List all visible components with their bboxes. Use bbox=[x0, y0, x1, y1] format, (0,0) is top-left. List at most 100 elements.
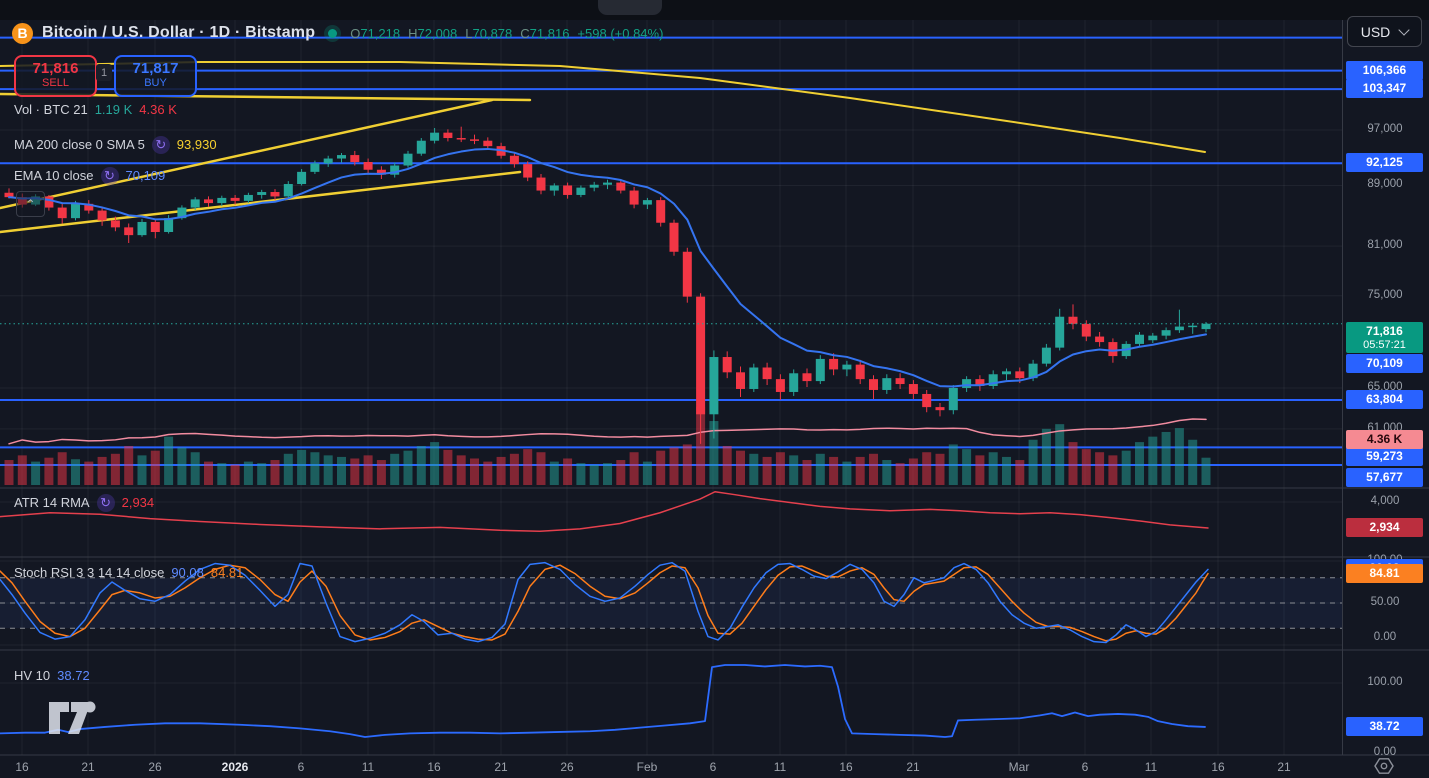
time-axis-label[interactable]: 16 bbox=[839, 760, 853, 774]
refresh-icon[interactable]: ↻ bbox=[100, 166, 119, 185]
stoch-k-line bbox=[0, 561, 1209, 644]
volume-bar bbox=[71, 459, 80, 485]
time-axis-label[interactable]: 21 bbox=[1277, 760, 1291, 774]
volume-bar bbox=[563, 458, 573, 485]
candle-body bbox=[243, 194, 253, 201]
sell-label: SELL bbox=[42, 77, 69, 89]
buy-button[interactable]: 71,817 BUY bbox=[114, 55, 197, 97]
time-axis-label[interactable]: Feb bbox=[636, 760, 658, 774]
candle-body bbox=[416, 140, 426, 154]
open-label: O bbox=[350, 25, 361, 41]
candle-body bbox=[1201, 323, 1211, 330]
time-axis-label[interactable]: 21 bbox=[906, 760, 920, 774]
volume-bar bbox=[44, 457, 54, 485]
collapse-legend-button[interactable]: ⌃ bbox=[16, 191, 45, 217]
time-axis-settings-gear-icon[interactable] bbox=[1373, 757, 1395, 775]
symbol-title[interactable]: Bitcoin / U.S. Dollar · 1D · Bitstamp bbox=[42, 24, 316, 41]
time-axis-label[interactable]: 26 bbox=[148, 760, 162, 774]
ma200-legend[interactable]: MA 200 close 0 SMA 5 ↻ 93,930 bbox=[14, 135, 217, 154]
time-axis-label[interactable]: 16 bbox=[15, 760, 29, 774]
volume-bar bbox=[416, 446, 426, 485]
volume-bar bbox=[496, 456, 506, 485]
volume-bar bbox=[270, 460, 280, 485]
volume-bar bbox=[456, 455, 466, 485]
candle-body bbox=[483, 140, 493, 147]
currency-selector-button[interactable]: USD bbox=[1347, 16, 1422, 47]
time-axis-label[interactable]: 26 bbox=[560, 760, 574, 774]
candle-body bbox=[616, 182, 626, 191]
volume-bar bbox=[443, 449, 453, 485]
ema-legend[interactable]: EMA 10 close ↻ 70,109 bbox=[14, 166, 165, 185]
time-axis-label[interactable]: 21 bbox=[494, 760, 508, 774]
refresh-icon[interactable]: ↻ bbox=[151, 135, 170, 154]
candle-body bbox=[1095, 336, 1105, 343]
tradingview-logo-icon bbox=[49, 701, 96, 734]
ma200-legend-title: MA 200 close 0 SMA 5 bbox=[14, 137, 145, 152]
candle-body bbox=[829, 358, 839, 370]
time-axis-label[interactable]: 6 bbox=[1081, 760, 1089, 774]
price-level-chip: 103,347 bbox=[1346, 79, 1423, 99]
volume-bar bbox=[523, 449, 533, 485]
time-axis-label[interactable]: 6 bbox=[709, 760, 717, 774]
top-strip bbox=[0, 0, 1429, 20]
atr-value-chip: 2,934 bbox=[1346, 518, 1423, 537]
atr-axis-label: 4,000 bbox=[1370, 495, 1400, 507]
volume-bar bbox=[1148, 436, 1158, 485]
candle-body bbox=[177, 207, 187, 219]
time-axis-label[interactable]: 16 bbox=[1211, 760, 1225, 774]
last-price-value: 71,816 bbox=[1366, 323, 1403, 338]
candle-body bbox=[736, 372, 745, 389]
candle-body bbox=[297, 171, 307, 185]
candle-body bbox=[164, 218, 174, 233]
volume-bar bbox=[802, 460, 812, 485]
volume-bar bbox=[696, 407, 706, 485]
screen-notch bbox=[598, 0, 662, 15]
atr-legend[interactable]: ATR 14 RMA ↻ 2,934 bbox=[14, 493, 154, 512]
time-axis-label[interactable]: 21 bbox=[81, 760, 95, 774]
volume-bar bbox=[1041, 428, 1051, 485]
ema-value-chip: 70,109 bbox=[1346, 354, 1423, 373]
hv-axis-label: 100.00 bbox=[1367, 676, 1403, 688]
candle-body bbox=[842, 364, 852, 370]
candle-body bbox=[257, 192, 267, 195]
candle-body bbox=[350, 155, 360, 163]
volume-bar bbox=[283, 453, 293, 485]
volume-bar bbox=[749, 453, 759, 485]
refresh-icon[interactable]: ↻ bbox=[96, 493, 115, 512]
candle-body bbox=[935, 407, 945, 411]
candle-body bbox=[802, 373, 812, 382]
time-axis-label[interactable]: 11 bbox=[773, 760, 787, 774]
volume-bar bbox=[4, 460, 14, 485]
candle-body bbox=[204, 199, 213, 204]
volume-bar bbox=[682, 444, 692, 485]
volume-bar bbox=[243, 461, 253, 485]
ema10-line bbox=[8, 147, 1207, 388]
open-value: 71,218 bbox=[360, 25, 401, 41]
time-axis-label[interactable]: 11 bbox=[361, 760, 375, 774]
time-axis-label[interactable]: 11 bbox=[1144, 760, 1158, 774]
hv-legend[interactable]: HV 10 38.72 bbox=[14, 666, 90, 685]
bitcoin-logo-icon: B bbox=[12, 22, 33, 44]
candle-body bbox=[310, 163, 320, 172]
volume-bar bbox=[124, 446, 134, 485]
candle-body bbox=[882, 378, 892, 390]
time-axis-label[interactable]: Mar bbox=[1008, 760, 1030, 774]
stoch-rsi-legend[interactable]: Stoch RSI 3 3 14 14 close 90.08 84.81 bbox=[14, 563, 243, 582]
volume-bar bbox=[483, 461, 493, 485]
price-level-chip: 59,273 bbox=[1346, 447, 1423, 466]
hv-value: 38.72 bbox=[57, 668, 90, 683]
volume-bar bbox=[1174, 428, 1184, 485]
volume-legend[interactable]: Vol · BTC 21 1.19 K 4.36 K bbox=[14, 100, 177, 119]
volume-bar bbox=[430, 442, 440, 485]
candle-body bbox=[124, 227, 134, 236]
sell-button[interactable]: 71,816 SELL bbox=[14, 55, 97, 97]
candle-body bbox=[762, 367, 772, 380]
candle-body bbox=[603, 182, 612, 185]
volume-bar bbox=[1161, 431, 1171, 485]
time-axis-label[interactable]: 2026 bbox=[221, 760, 249, 774]
candle-body bbox=[975, 379, 985, 387]
time-axis-label[interactable]: 16 bbox=[427, 760, 441, 774]
chevron-down-icon bbox=[1398, 23, 1410, 36]
time-axis-label[interactable]: 6 bbox=[297, 760, 305, 774]
